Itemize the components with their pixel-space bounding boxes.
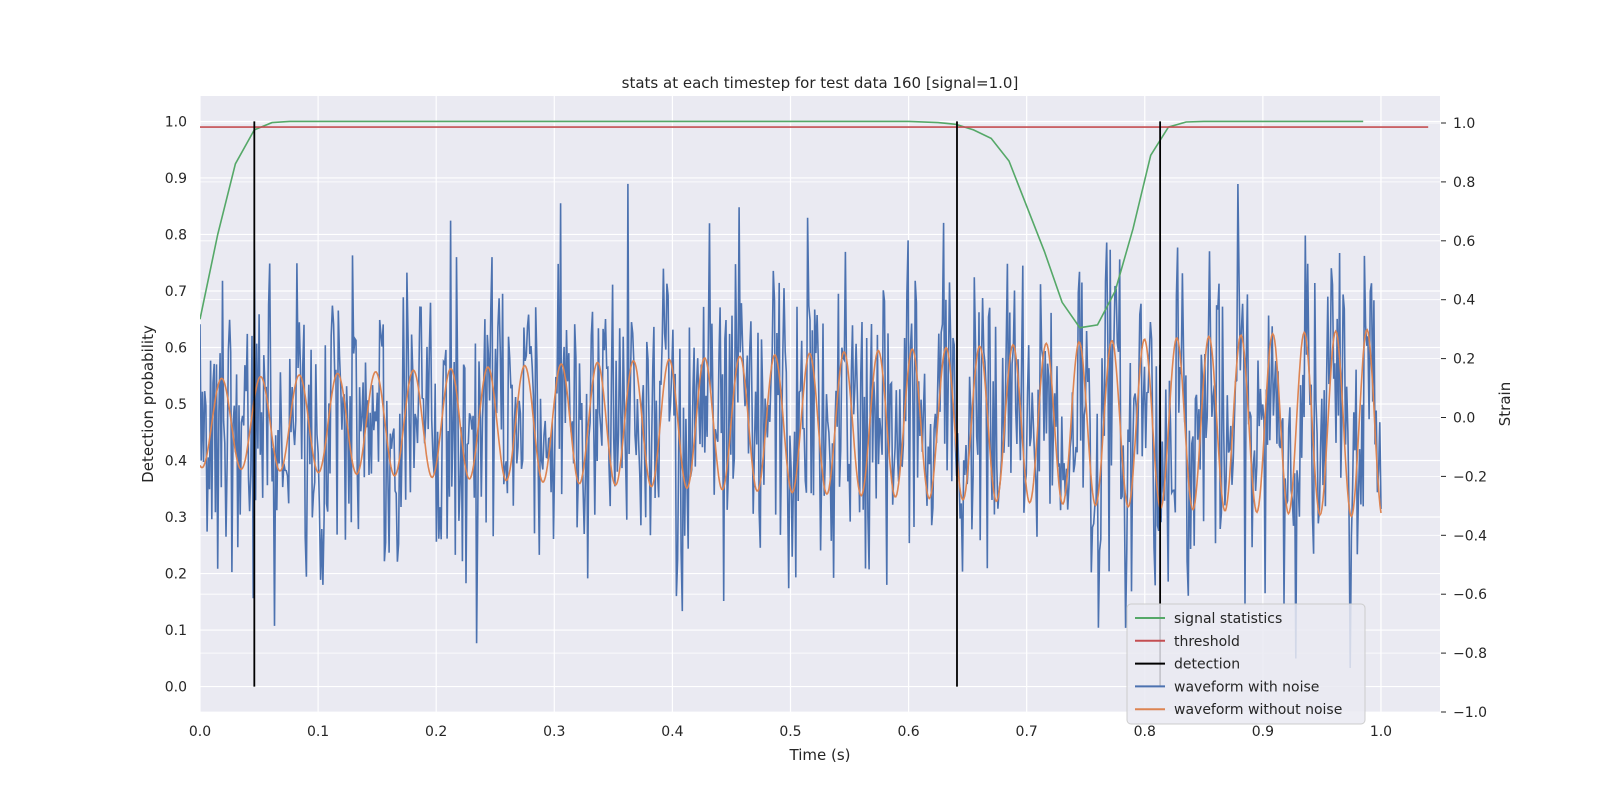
x-tick-label: 0.8 bbox=[1134, 724, 1156, 740]
y2-tick-label: −1.0 bbox=[1453, 705, 1487, 721]
y-tick-label: 0.5 bbox=[165, 397, 187, 413]
series-waveform-with-noise bbox=[200, 183, 1382, 669]
x-axis-title: Time (s) bbox=[789, 746, 851, 764]
legend-label: waveform without noise bbox=[1174, 702, 1342, 718]
y2-tick-label: 0.8 bbox=[1453, 175, 1475, 191]
y-tick-label: 0.6 bbox=[165, 340, 187, 356]
y2-tick-label: 0.4 bbox=[1453, 293, 1475, 309]
y-tick-label: 0.0 bbox=[165, 680, 187, 696]
y-tick-label: 1.0 bbox=[165, 114, 187, 130]
legend-box bbox=[1126, 603, 1366, 725]
legend-label: threshold bbox=[1174, 634, 1240, 650]
x-tick-label: 0.1 bbox=[307, 724, 329, 740]
y2-tick-label: 0.2 bbox=[1453, 352, 1475, 368]
series-layer bbox=[200, 120, 1429, 687]
y-tick-label: 0.4 bbox=[165, 454, 187, 470]
x-tick-label: 0.5 bbox=[779, 724, 801, 740]
y2-tick-label: −0.2 bbox=[1453, 469, 1487, 485]
legend-label: detection bbox=[1174, 657, 1240, 673]
y2-tick-label: 0.6 bbox=[1453, 234, 1475, 250]
chart-title: stats at each timestep for test data 160… bbox=[622, 74, 1019, 92]
y2-tick-label: −0.4 bbox=[1453, 528, 1487, 544]
y-tick-label: 0.7 bbox=[165, 284, 187, 300]
x-tick-label: 0.4 bbox=[661, 724, 683, 740]
y2-axis-title: Strain bbox=[1496, 382, 1514, 426]
y2-tick-label: 1.0 bbox=[1453, 116, 1475, 132]
y2-tick-label: −0.6 bbox=[1453, 587, 1487, 603]
legend-label: signal statistics bbox=[1174, 611, 1282, 627]
x-tick-label: 0.6 bbox=[897, 724, 919, 740]
plot-content bbox=[200, 120, 1429, 687]
x-axis: 0.0 0.1 0.2 0.3 0.4 0.5 0.6 0.7 0.8 0.9 1.0 bbox=[189, 724, 1392, 740]
legend-label: waveform with noise bbox=[1174, 679, 1319, 695]
y-axis-right: −1.0 −0.8 −0.6 −0.4 −0.2 0.0 0.2 0.4 0.6 0.8 1.0 bbox=[1441, 116, 1487, 721]
x-tick-label: 1.0 bbox=[1370, 724, 1392, 740]
y-axis-title: Detection probability bbox=[139, 325, 157, 483]
y-tick-label: 0.3 bbox=[165, 510, 187, 526]
y-tick-label: 0.2 bbox=[165, 567, 187, 583]
y-tick-label: 0.8 bbox=[165, 227, 187, 243]
y-tick-label: 0.1 bbox=[165, 623, 187, 639]
y2-tick-label: 0.0 bbox=[1453, 411, 1475, 427]
legend: signal statistics threshold detection wavef… bbox=[1126, 603, 1366, 725]
x-tick-label: 0.3 bbox=[543, 724, 565, 740]
series-waveform-without-noise bbox=[200, 328, 1382, 519]
y-tick-label: 0.9 bbox=[165, 171, 187, 187]
x-tick-label: 0.2 bbox=[425, 724, 447, 740]
x-tick-label: 0.0 bbox=[189, 724, 211, 740]
x-tick-label: 0.9 bbox=[1252, 724, 1274, 740]
y-axis-left: 0.0 0.1 0.2 0.3 0.4 0.5 0.6 0.7 0.8 0.9 1.0 bbox=[165, 114, 187, 695]
y2-tick-label: −0.8 bbox=[1453, 646, 1487, 662]
x-tick-label: 0.7 bbox=[1016, 724, 1038, 740]
